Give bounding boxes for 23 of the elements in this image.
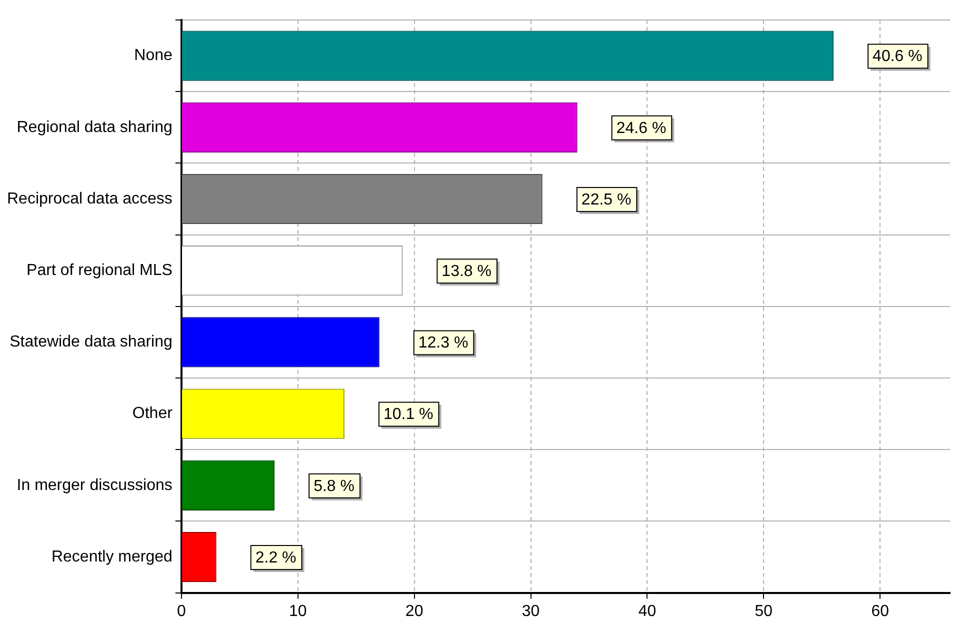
x-tick-label: 20 xyxy=(405,602,424,620)
annotation: 24.6 % xyxy=(616,120,666,137)
y-tick-label: Recently merged xyxy=(51,548,172,566)
y-tick-label: Other xyxy=(132,405,174,422)
x-tick-label: 50 xyxy=(754,602,773,620)
y-tick-label: Reciprocal data access xyxy=(6,190,172,208)
annotation: 5.8 % xyxy=(314,478,354,495)
x-tick-label: 10 xyxy=(288,602,307,620)
y-tick-label: In merger discussions xyxy=(16,476,172,494)
x-tick-label: 40 xyxy=(638,602,656,620)
x-tick-label: 60 xyxy=(871,602,890,620)
x-tick-label: 30 xyxy=(522,602,540,620)
annotation: 12.3 % xyxy=(418,334,468,352)
y-tick-label: Regional data sharing xyxy=(16,118,172,136)
x-tick-label: 0 xyxy=(176,602,186,620)
annotation: 13.8 % xyxy=(442,263,492,280)
y-tick-label: Statewide data sharing xyxy=(10,334,172,351)
annotation: 22.5 % xyxy=(581,191,632,208)
y-tick-label: None xyxy=(134,47,173,64)
y-tick-label: Part of regional MLS xyxy=(26,262,172,280)
annotation: 2.2 % xyxy=(255,549,296,566)
annotation: 10.1 % xyxy=(383,406,434,424)
annotation: 40.6 % xyxy=(872,48,922,66)
